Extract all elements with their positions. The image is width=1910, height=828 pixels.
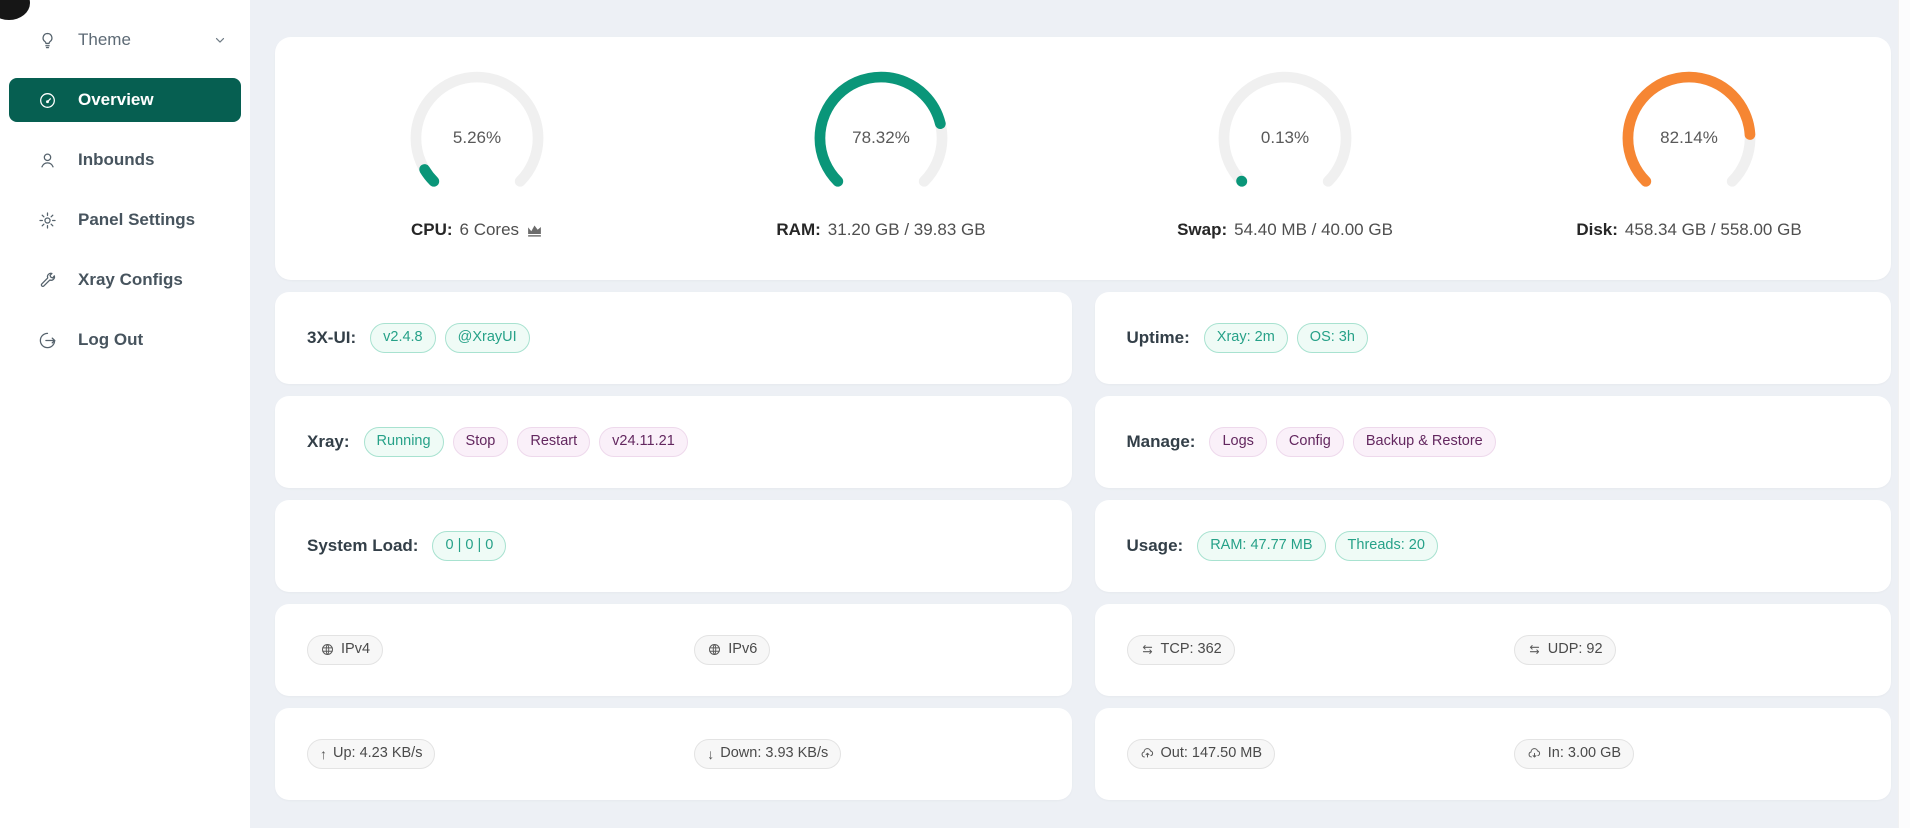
cpu-gauge-column: 5.26% CPU: 6 Cores [275, 64, 679, 280]
arrow-up-icon: ↑ [320, 745, 327, 762]
sidebar-item-label: Theme [78, 30, 131, 49]
ram-gauge: 78.32% [806, 64, 956, 193]
globe-icon [322, 644, 333, 656]
manage-label: Manage: [1126, 432, 1196, 451]
sidebar-item-theme[interactable]: Theme [9, 18, 241, 62]
ipv4-tag: IPv4 [307, 635, 384, 665]
config-button[interactable]: Config [1275, 427, 1344, 457]
bulb-icon [42, 32, 53, 48]
disk-label: Disk: 458.34 GB / 558.00 GB [1576, 220, 1802, 239]
cpu-label: CPU: 6 Cores [411, 220, 543, 240]
xray-version-tag[interactable]: v24.11.21 [599, 427, 688, 457]
ram-usage-tag: RAM: 47.77 MB [1197, 531, 1326, 561]
chevron-down-icon [215, 37, 225, 43]
sidebar-item-log-out[interactable]: Log Out [9, 318, 241, 362]
swap-gauge: 0.13% [1210, 64, 1360, 193]
threexui-card: 3X-UI: v2.4.8 @XrayUI [275, 292, 1072, 384]
disk-percent: 82.14% [1660, 128, 1718, 147]
xray-label: Xray: [307, 432, 350, 451]
panel-version-tag: v2.4.8 [370, 323, 436, 353]
xray-status-tag: Running [363, 427, 444, 457]
swap-gauge-column: 0.13% Swap: 54.40 MB / 40.00 GB [1083, 64, 1487, 280]
area-chart-icon [528, 225, 541, 237]
speed-card: ↑ Up: 4.23 KB/s ↓ Down: 3.93 KB/s [275, 708, 1072, 800]
ram-label: RAM: 31.20 GB / 39.83 GB [776, 220, 986, 239]
info-cards-grid: 3X-UI: v2.4.8 @XrayUI Uptime: Xray: 2m O… [275, 292, 1891, 800]
xray-stop-button[interactable]: Stop [452, 427, 509, 457]
threads-tag: Threads: 20 [1334, 531, 1438, 561]
sidebar: Theme Overview Inbounds Panel Settings X… [0, 0, 250, 828]
sidebar-item-label: Overview [78, 90, 154, 109]
sidebar-item-label: Inbounds [78, 150, 155, 169]
usage-card: Usage: RAM: 47.77 MB Threads: 20 [1094, 500, 1891, 592]
logs-button[interactable]: Logs [1209, 427, 1267, 457]
sidebar-item-xray-configs[interactable]: Xray Configs [9, 258, 241, 302]
swap-icon [1529, 645, 1539, 655]
user-icon [41, 153, 54, 167]
ram-percent: 78.32% [852, 128, 910, 147]
sidebar-item-label: Log Out [78, 330, 144, 349]
arrow-down-icon: ↓ [707, 745, 715, 762]
ip-card: IPv4 IPv6 [275, 604, 1072, 696]
xray-restart-button[interactable]: Restart [517, 427, 591, 457]
sidebar-item-overview[interactable]: Overview [9, 78, 241, 122]
upload-speed-tag: ↑ Up: 4.23 KB/s [307, 739, 436, 769]
disk-gauge: 82.14% [1614, 64, 1764, 193]
disk-gauge-column: 82.14% Disk: 458.34 GB / 558.00 GB [1487, 64, 1891, 280]
uptime-card: Uptime: Xray: 2m OS: 3h [1094, 292, 1891, 384]
sidebar-item-panel-settings[interactable]: Panel Settings [9, 198, 241, 242]
dashboard-icon [40, 92, 55, 108]
swap-label: Swap: 54.40 MB / 40.00 GB [1177, 220, 1393, 239]
backup-restore-button[interactable]: Backup & Restore [1352, 427, 1496, 457]
traffic-out-tag: Out: 147.50 MB [1126, 739, 1276, 769]
system-load-label: System Load: [307, 536, 419, 555]
ipv6-tag: IPv6 [694, 635, 771, 665]
system-load-tag: 0 | 0 | 0 [432, 531, 507, 561]
xray-uptime-tag: Xray: 2m [1203, 323, 1288, 353]
ram-gauge-column: 78.32% RAM: 31.20 GB / 39.83 GB [679, 64, 1083, 280]
uptime-label: Uptime: [1126, 328, 1190, 347]
usage-label: Usage: [1126, 536, 1184, 555]
cloud-download-icon [1528, 748, 1540, 759]
traffic-card: Out: 147.50 MB In: 3.00 GB [1094, 708, 1891, 800]
main-content: 5.26% CPU: 6 Cores 78.32% RAM: [250, 0, 1910, 828]
xray-card: Xray: Running Stop Restart v24.11.21 [275, 396, 1072, 488]
wrench-icon [40, 272, 56, 287]
traffic-in-tag: In: 3.00 GB [1513, 739, 1635, 769]
udp-count-tag: UDP: 92 [1513, 635, 1616, 665]
corner-blob [0, 0, 30, 20]
system-load-card: System Load: 0 | 0 | 0 [275, 500, 1072, 592]
cloud-upload-icon [1141, 748, 1153, 758]
swap-percent: 0.13% [1260, 128, 1310, 147]
gear-icon [39, 211, 56, 229]
scrollbar-track[interactable] [1898, 0, 1910, 828]
os-uptime-tag: OS: 3h [1296, 323, 1368, 353]
xrayui-telegram-tag[interactable]: @XrayUI [444, 323, 530, 353]
connections-card: TCP: 362 UDP: 92 [1094, 604, 1891, 696]
download-speed-tag: ↓ Down: 3.93 KB/s [694, 739, 842, 769]
sidebar-item-label: Xray Configs [78, 270, 183, 289]
sidebar-item-inbounds[interactable]: Inbounds [9, 138, 241, 182]
logout-icon [39, 332, 56, 348]
sidebar-item-label: Panel Settings [78, 210, 196, 229]
system-gauges-card: 5.26% CPU: 6 Cores 78.32% RAM: [275, 37, 1891, 280]
tcp-count-tag: TCP: 362 [1126, 635, 1235, 665]
globe-icon [709, 644, 721, 656]
threexui-label: 3X-UI: [307, 328, 357, 347]
cpu-percent: 5.26% [452, 128, 502, 147]
swap-icon [1142, 645, 1152, 655]
cpu-gauge: 5.26% [402, 64, 552, 193]
manage-card: Manage: Logs Config Backup & Restore [1094, 396, 1891, 488]
